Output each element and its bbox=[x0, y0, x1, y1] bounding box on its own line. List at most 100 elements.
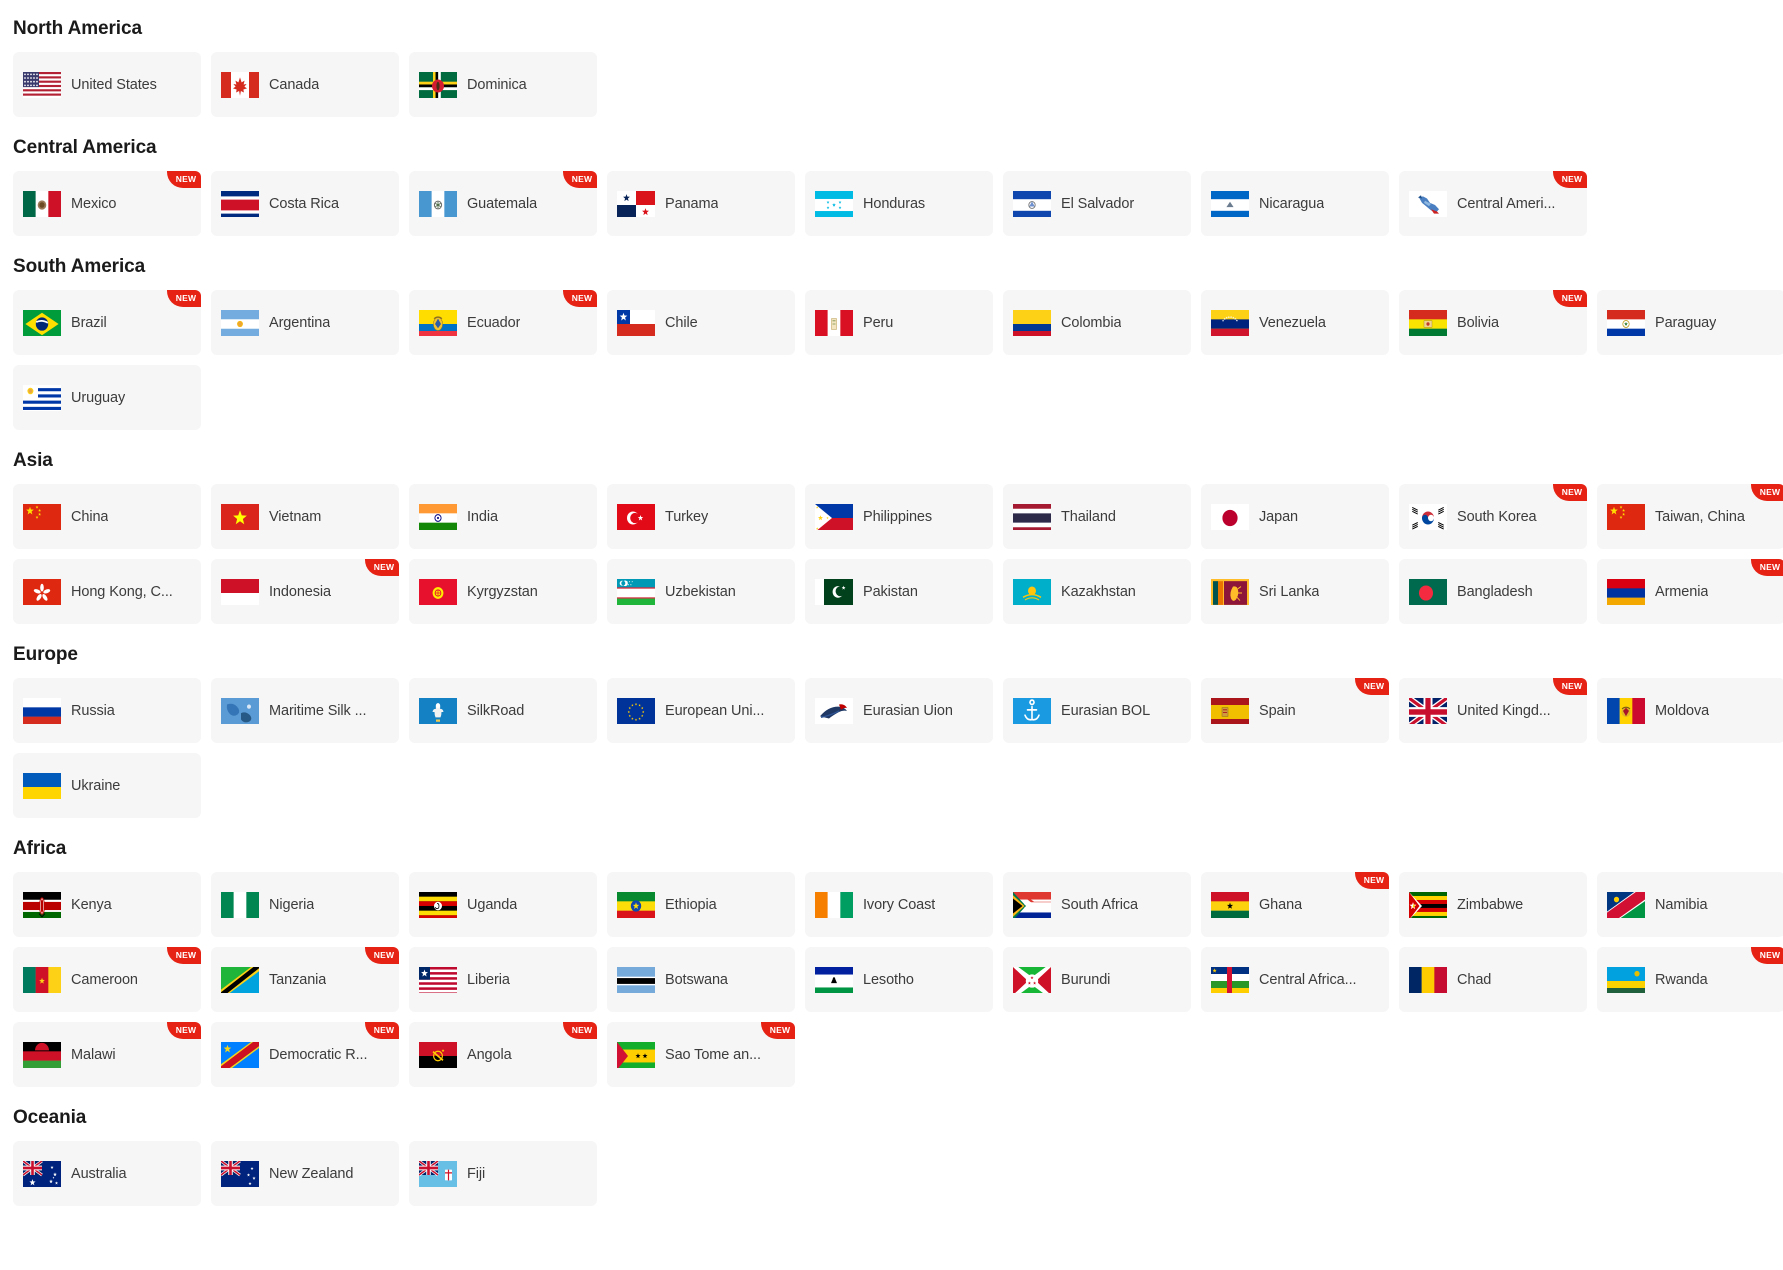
section-central-america: Central America Mexico NEW Costa Rica Guatem… bbox=[0, 135, 1783, 236]
flag-icon-zw bbox=[1409, 891, 1447, 919]
country-card-bolivia[interactable]: Bolivia NEW bbox=[1399, 290, 1587, 355]
country-card-united-kingd[interactable]: United Kingd... NEW bbox=[1399, 678, 1587, 743]
country-card-costa-rica[interactable]: Costa Rica bbox=[211, 171, 399, 236]
country-card-paraguay[interactable]: Paraguay bbox=[1597, 290, 1783, 355]
country-card-central-ameri[interactable]: Central Ameri... NEW bbox=[1399, 171, 1587, 236]
country-card-kazakhstan[interactable]: Kazakhstan bbox=[1003, 559, 1191, 624]
country-label: Philippines bbox=[863, 508, 933, 525]
country-card-canada[interactable]: Canada bbox=[211, 52, 399, 117]
country-card-liberia[interactable]: Liberia bbox=[409, 947, 597, 1012]
country-label: Vietnam bbox=[269, 508, 322, 525]
country-card-chile[interactable]: Chile bbox=[607, 290, 795, 355]
country-card-indonesia[interactable]: Indonesia NEW bbox=[211, 559, 399, 624]
flag-icon-et bbox=[617, 891, 655, 919]
country-card-lesotho[interactable]: Lesotho bbox=[805, 947, 993, 1012]
country-card-honduras[interactable]: Honduras bbox=[805, 171, 993, 236]
country-card-european-uni[interactable]: European Uni... bbox=[607, 678, 795, 743]
country-card-ivory-coast[interactable]: Ivory Coast bbox=[805, 872, 993, 937]
country-card-central-africa[interactable]: Central Africa... bbox=[1201, 947, 1389, 1012]
country-card-argentina[interactable]: Argentina bbox=[211, 290, 399, 355]
country-label: Ghana bbox=[1259, 896, 1303, 913]
new-badge: NEW bbox=[1553, 678, 1587, 695]
country-card-ghana[interactable]: Ghana NEW bbox=[1201, 872, 1389, 937]
country-card-ukraine[interactable]: Ukraine bbox=[13, 753, 201, 818]
country-card-south-africa[interactable]: South Africa bbox=[1003, 872, 1191, 937]
country-card-thailand[interactable]: Thailand bbox=[1003, 484, 1191, 549]
flag-icon-th bbox=[1013, 503, 1051, 531]
country-card-ethiopia[interactable]: Ethiopia bbox=[607, 872, 795, 937]
country-card-united-states[interactable]: United States bbox=[13, 52, 201, 117]
country-card-el-salvador[interactable]: El Salvador bbox=[1003, 171, 1191, 236]
country-card-kyrgyzstan[interactable]: Kyrgyzstan bbox=[409, 559, 597, 624]
country-card-maritime-silk[interactable]: Maritime Silk ... bbox=[211, 678, 399, 743]
country-label: Colombia bbox=[1061, 314, 1122, 331]
country-card-moldova[interactable]: Moldova bbox=[1597, 678, 1783, 743]
country-card-panama[interactable]: Panama bbox=[607, 171, 795, 236]
country-card-brazil[interactable]: Brazil NEW bbox=[13, 290, 201, 355]
country-card-ecuador[interactable]: Ecuador NEW bbox=[409, 290, 597, 355]
country-card-japan[interactable]: Japan bbox=[1201, 484, 1389, 549]
country-card-chad[interactable]: Chad bbox=[1399, 947, 1587, 1012]
country-card-uzbekistan[interactable]: Uzbekistan bbox=[607, 559, 795, 624]
country-label: Kyrgyzstan bbox=[467, 583, 538, 600]
country-card-nicaragua[interactable]: Nicaragua bbox=[1201, 171, 1389, 236]
country-card-colombia[interactable]: Colombia bbox=[1003, 290, 1191, 355]
country-label: Costa Rica bbox=[269, 195, 339, 212]
country-card-cameroon[interactable]: Cameroon NEW bbox=[13, 947, 201, 1012]
flag-icon-au bbox=[23, 1160, 61, 1188]
country-card-fiji[interactable]: Fiji bbox=[409, 1141, 597, 1206]
flag-icon-ke bbox=[23, 891, 61, 919]
flag-icon-us bbox=[23, 71, 61, 99]
country-card-eurasian-bol[interactable]: Eurasian BOL bbox=[1003, 678, 1191, 743]
country-card-philippines[interactable]: Philippines bbox=[805, 484, 993, 549]
country-card-tanzania[interactable]: Tanzania NEW bbox=[211, 947, 399, 1012]
country-card-burundi[interactable]: Burundi bbox=[1003, 947, 1191, 1012]
country-label: Turkey bbox=[665, 508, 709, 525]
country-card-spain[interactable]: Spain NEW bbox=[1201, 678, 1389, 743]
country-card-hong-kong-c[interactable]: Hong Kong, C... bbox=[13, 559, 201, 624]
country-card-sri-lanka[interactable]: Sri Lanka bbox=[1201, 559, 1389, 624]
country-label: South Korea bbox=[1457, 508, 1537, 525]
country-card-china[interactable]: China bbox=[13, 484, 201, 549]
country-card-namibia[interactable]: Namibia bbox=[1597, 872, 1783, 937]
country-card-pakistan[interactable]: Pakistan bbox=[805, 559, 993, 624]
country-card-armenia[interactable]: Armenia NEW bbox=[1597, 559, 1783, 624]
country-card-australia[interactable]: Australia bbox=[13, 1141, 201, 1206]
country-card-rwanda[interactable]: Rwanda NEW bbox=[1597, 947, 1783, 1012]
flag-icon-nz bbox=[221, 1160, 259, 1188]
country-card-malawi[interactable]: Malawi NEW bbox=[13, 1022, 201, 1087]
flag-icon-eurasianunion bbox=[815, 697, 853, 725]
country-card-turkey[interactable]: Turkey bbox=[607, 484, 795, 549]
country-card-kenya[interactable]: Kenya bbox=[13, 872, 201, 937]
country-card-zimbabwe[interactable]: Zimbabwe bbox=[1399, 872, 1587, 937]
country-card-vietnam[interactable]: Vietnam bbox=[211, 484, 399, 549]
country-label: Taiwan, China bbox=[1655, 508, 1745, 525]
country-card-venezuela[interactable]: Venezuela bbox=[1201, 290, 1389, 355]
country-card-democratic-r[interactable]: Democratic R... NEW bbox=[211, 1022, 399, 1087]
country-label: Indonesia bbox=[269, 583, 331, 600]
country-card-bangladesh[interactable]: Bangladesh bbox=[1399, 559, 1587, 624]
country-card-botswana[interactable]: Botswana bbox=[607, 947, 795, 1012]
country-card-dominica[interactable]: Dominica bbox=[409, 52, 597, 117]
country-card-south-korea[interactable]: South Korea NEW bbox=[1399, 484, 1587, 549]
country-card-eurasian-uion[interactable]: Eurasian Uion bbox=[805, 678, 993, 743]
country-card-mexico[interactable]: Mexico NEW bbox=[13, 171, 201, 236]
country-label: Venezuela bbox=[1259, 314, 1326, 331]
country-card-angola[interactable]: Angola NEW bbox=[409, 1022, 597, 1087]
flag-icon-pk bbox=[815, 578, 853, 606]
country-label: Argentina bbox=[269, 314, 331, 331]
flag-icon-tz bbox=[221, 966, 259, 994]
country-card-uganda[interactable]: Uganda bbox=[409, 872, 597, 937]
country-card-russia[interactable]: Russia bbox=[13, 678, 201, 743]
country-card-silkroad[interactable]: SilkRoad bbox=[409, 678, 597, 743]
country-label: Ethiopia bbox=[665, 896, 717, 913]
country-card-guatemala[interactable]: Guatemala NEW bbox=[409, 171, 597, 236]
country-card-uruguay[interactable]: Uruguay bbox=[13, 365, 201, 430]
country-card-sao-tome-an[interactable]: Sao Tome an... NEW bbox=[607, 1022, 795, 1087]
country-card-nigeria[interactable]: Nigeria bbox=[211, 872, 399, 937]
flag-icon-ci bbox=[815, 891, 853, 919]
country-card-taiwan-china[interactable]: Taiwan, China NEW bbox=[1597, 484, 1783, 549]
country-card-india[interactable]: India bbox=[409, 484, 597, 549]
country-card-peru[interactable]: Peru bbox=[805, 290, 993, 355]
country-card-new-zealand[interactable]: New Zealand bbox=[211, 1141, 399, 1206]
